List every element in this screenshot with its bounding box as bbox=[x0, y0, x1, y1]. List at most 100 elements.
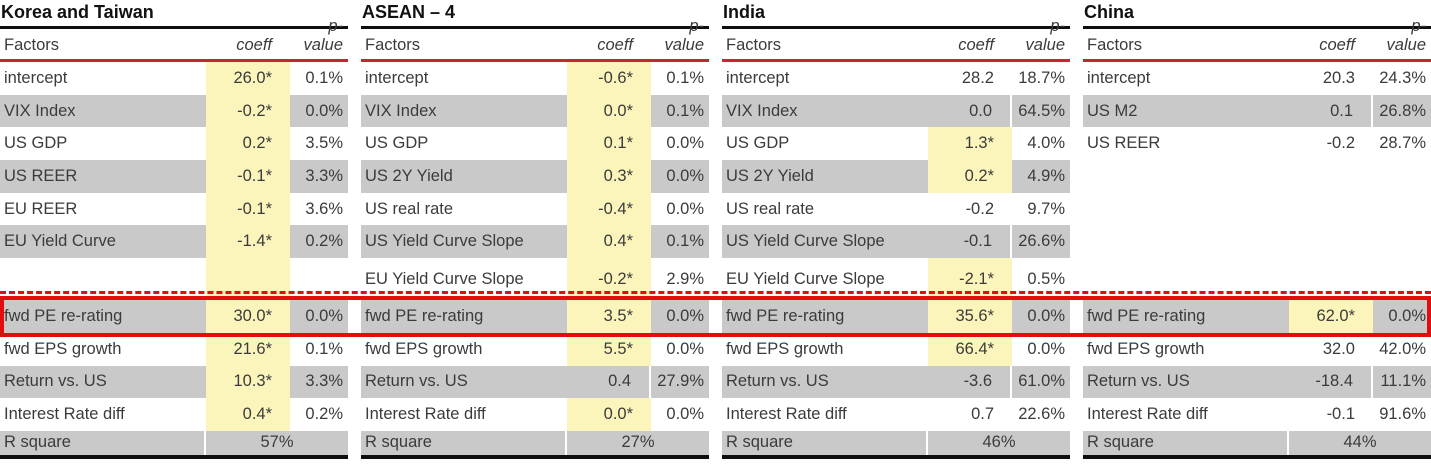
factor-cell: Interest Rate diff bbox=[1087, 405, 1208, 424]
factor-cell: EU Yield Curve bbox=[4, 232, 116, 251]
coeff-cell: -18.4 bbox=[1289, 365, 1373, 399]
col-header-coeff: coeff bbox=[236, 36, 272, 54]
r-square-row: R square 44% bbox=[1083, 430, 1431, 459]
table-row: Interest Rate diff -0.1 91.6% bbox=[1083, 398, 1431, 431]
pvalue-cell: 0.1% bbox=[666, 101, 704, 120]
col-header-factors: Factors bbox=[4, 36, 60, 54]
coeff-cell: 0.4* bbox=[206, 398, 290, 431]
factor-cell: fwd EPS growth bbox=[1087, 339, 1205, 358]
factor-cell: US REER bbox=[1087, 134, 1161, 153]
pvalue-cell: 91.6% bbox=[1379, 405, 1426, 424]
col-header-coeff: coeff bbox=[958, 36, 994, 54]
r-square-row: R square 46% bbox=[722, 430, 1070, 459]
coeff-cell bbox=[1289, 258, 1373, 300]
pvalue-cell: 27.9% bbox=[657, 372, 704, 391]
table-row: US 2Y Yield 0.3* 0.0% bbox=[361, 160, 709, 193]
factor-cell: US M2 bbox=[1087, 101, 1138, 120]
factor-cell: US 2Y Yield bbox=[726, 166, 814, 185]
coeff-cell: -0.2* bbox=[567, 258, 651, 301]
table-row: US real rate -0.2 9.7% bbox=[722, 193, 1070, 226]
coeff-cell: 26.0* bbox=[206, 62, 290, 95]
panel-title: Korea and Taiwan bbox=[0, 0, 348, 29]
pvalue-cell: 0.0% bbox=[666, 339, 704, 358]
table-row: Interest Rate diff 0.4* 0.2% bbox=[0, 398, 348, 431]
factor-cell: EU REER bbox=[4, 199, 78, 218]
table-row: US GDP 0.1* 0.0% bbox=[361, 127, 709, 161]
table-row: Return vs. US -18.4 11.1% bbox=[1083, 365, 1431, 399]
table-row: fwd PE re-rating 3.5* 0.0% bbox=[361, 300, 709, 333]
factor-cell: Interest Rate diff bbox=[4, 405, 125, 424]
factor-cell: intercept bbox=[365, 68, 429, 87]
pvalue-cell: 0.0% bbox=[666, 166, 704, 185]
coeff-cell: 62.0* bbox=[1289, 300, 1373, 333]
pvalue-cell: 26.6% bbox=[1018, 232, 1065, 251]
table-body: intercept 28.2 18.7% VIX Index 0.0 64.5% US GD… bbox=[722, 62, 1070, 431]
pvalue-cell: 0.0% bbox=[666, 199, 704, 218]
pvalue-cell: 4.9% bbox=[1027, 166, 1065, 185]
coeff-cell: 0.1 bbox=[1289, 94, 1373, 128]
factor-cell: US real rate bbox=[365, 199, 454, 218]
pvalue-cell: 0.0% bbox=[1027, 306, 1065, 325]
table-row: US M2 0.1 26.8% bbox=[1083, 94, 1431, 128]
coeff-cell: 0.2* bbox=[206, 127, 290, 161]
pvalue-cell: 3.3% bbox=[305, 372, 343, 391]
coeff-cell: 21.6* bbox=[206, 332, 290, 366]
pvalue-cell: 0.0% bbox=[305, 101, 343, 120]
table-row: EU Yield Curve Slope -0.2* 2.9% bbox=[361, 258, 709, 301]
coeff-cell: -0.1* bbox=[206, 192, 290, 226]
factor-cell: fwd EPS growth bbox=[4, 339, 122, 358]
coeff-cell: -0.1 bbox=[928, 225, 1012, 259]
coeff-cell: 0.4 bbox=[567, 365, 651, 399]
table-row: US REER -0.1* 3.3% bbox=[0, 160, 348, 193]
r-square-row: R square 57% bbox=[0, 430, 348, 459]
table-row: fwd EPS growth 5.5* 0.0% bbox=[361, 332, 709, 366]
panel-asean-4: ASEAN – 4 Factors coeff p-value intercep… bbox=[361, 0, 709, 459]
coeff-cell: -1.4* bbox=[206, 225, 290, 259]
pvalue-cell: 0.1% bbox=[666, 68, 704, 87]
table-row: US 2Y Yield 0.2* 4.9% bbox=[722, 160, 1070, 193]
pvalue-cell: 64.5% bbox=[1018, 101, 1065, 120]
table-row: VIX Index 0.0* 0.1% bbox=[361, 94, 709, 128]
coeff-cell: 0.7 bbox=[971, 405, 994, 424]
factor-cell: US Yield Curve Slope bbox=[365, 232, 524, 251]
factor-cell: US GDP bbox=[4, 134, 68, 153]
coeff-cell bbox=[1289, 160, 1373, 193]
pvalue-cell: 0.0% bbox=[666, 405, 704, 424]
coeff-cell: 5.5* bbox=[567, 332, 651, 366]
table-row: fwd PE re-rating 62.0* 0.0% bbox=[1083, 300, 1431, 333]
factor-cell: fwd PE re-rating bbox=[1087, 306, 1206, 325]
table-row: fwd PE re-rating 30.0* 0.0% bbox=[0, 300, 348, 333]
table-row: intercept -0.6* 0.1% bbox=[361, 62, 709, 95]
col-header-factors: Factors bbox=[365, 36, 421, 54]
pvalue-cell: 22.6% bbox=[1018, 405, 1065, 424]
pvalue-cell: 0.5% bbox=[1027, 269, 1065, 288]
table-row: fwd EPS growth 66.4* 0.0% bbox=[722, 332, 1070, 366]
pvalue-cell: 9.7% bbox=[1027, 199, 1065, 218]
factor-cell: Return vs. US bbox=[726, 372, 829, 391]
pvalue-cell: 0.1% bbox=[305, 339, 343, 358]
factor-cell: fwd EPS growth bbox=[365, 339, 483, 358]
factor-cell: EU Yield Curve Slope bbox=[726, 269, 885, 288]
panel-title: China bbox=[1083, 0, 1431, 29]
table-row: US Yield Curve Slope -0.1 26.6% bbox=[722, 225, 1070, 259]
pvalue-cell: 3.3% bbox=[305, 166, 343, 185]
factor-cell: US GDP bbox=[365, 134, 429, 153]
pvalue-cell: 0.1% bbox=[305, 68, 343, 87]
column-headers: Factors coeff p-value bbox=[361, 17, 709, 62]
coeff-cell bbox=[1289, 193, 1373, 226]
coeff-cell: 0.3* bbox=[567, 160, 651, 193]
coeff-cell: 0.0* bbox=[567, 398, 651, 431]
table-row: fwd EPS growth 21.6* 0.1% bbox=[0, 332, 348, 366]
factor-cell: Return vs. US bbox=[4, 372, 107, 391]
r-square-label: R square bbox=[1083, 430, 1289, 455]
coeff-cell: -0.1 bbox=[1326, 405, 1355, 424]
coeff-cell: 1.3* bbox=[928, 127, 1012, 161]
pvalue-cell: 0.0% bbox=[1027, 339, 1065, 358]
factor-cell: Interest Rate diff bbox=[726, 405, 847, 424]
pvalue-cell: 24.3% bbox=[1379, 68, 1426, 87]
table-row: Return vs. US -3.6 61.0% bbox=[722, 365, 1070, 399]
factor-cell: fwd PE re-rating bbox=[365, 306, 484, 325]
r-square-value: 27% bbox=[621, 433, 655, 452]
col-header-factors: Factors bbox=[1087, 36, 1143, 54]
